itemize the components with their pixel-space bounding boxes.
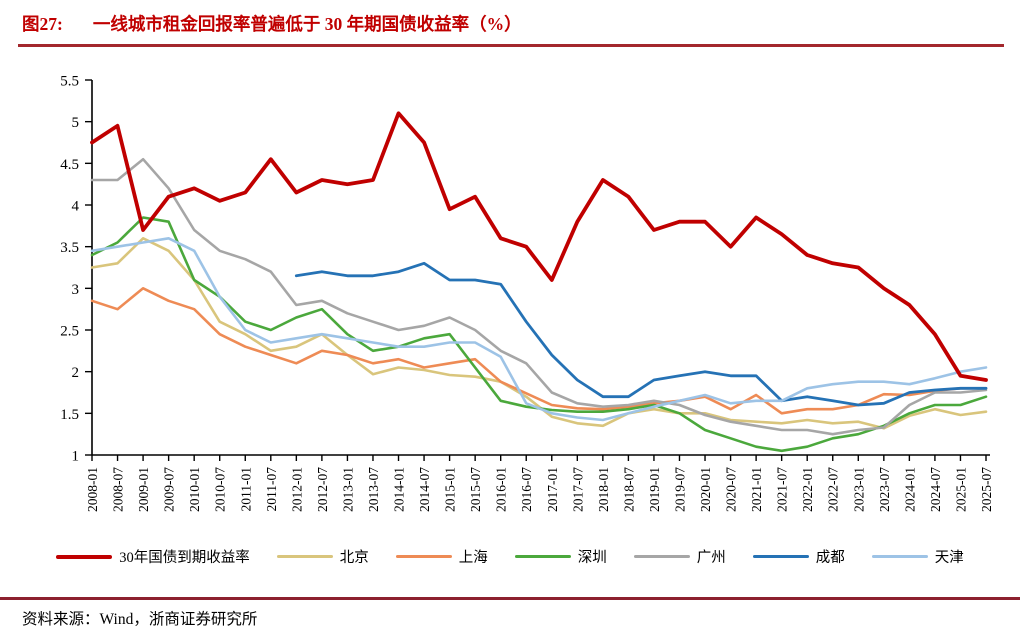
- x-tick-label: 2014-01: [392, 467, 407, 512]
- legend-label-tianjin: 天津: [934, 550, 964, 566]
- legend-swatch-bond-30y: [56, 554, 113, 559]
- legend-item-shanghai: 上海: [395, 546, 488, 567]
- x-tick-label: 2008-01: [85, 467, 100, 512]
- series-line-chengdu: [294, 261, 988, 407]
- legend-label-shanghai: 上海: [458, 550, 488, 566]
- y-tick-label: 3.5: [60, 240, 79, 256]
- top-rule: [18, 44, 1004, 47]
- x-tick-label: 2011-07: [264, 467, 279, 512]
- x-tick-label: 2010-01: [187, 467, 202, 512]
- x-tick-label: 2019-01: [647, 467, 662, 512]
- x-tick-label: 2018-07: [621, 467, 636, 512]
- x-tick-label: 2017-01: [545, 467, 560, 512]
- y-tick-label: 4.5: [60, 157, 79, 173]
- series-line-shanghai: [90, 287, 988, 415]
- legend-item-chengdu: 成都: [752, 546, 845, 567]
- x-tick-label: 2011-01: [238, 467, 253, 512]
- x-tick-label: 2013-07: [366, 467, 381, 512]
- x-tick-label: 2016-07: [519, 467, 534, 512]
- x-tick-label: 2024-01: [902, 467, 917, 512]
- x-tick-label: 2009-07: [162, 467, 177, 512]
- y-tick-label: 2: [72, 365, 80, 381]
- x-tick-label: 2021-01: [749, 467, 764, 512]
- x-tick-label: 2010-07: [213, 467, 228, 512]
- bottom-rule: [0, 597, 1020, 600]
- y-tick-label: 4: [72, 199, 80, 215]
- x-tick-label: 2015-01: [443, 467, 458, 512]
- x-tick-label: 2012-01: [289, 467, 304, 512]
- y-tick-label: 1.5: [60, 407, 79, 423]
- legend-swatch-tianjin: [871, 554, 928, 559]
- legend-label-shenzhen: 深圳: [577, 550, 607, 566]
- x-tick-label: 2015-07: [468, 467, 483, 512]
- x-tick-label: 2008-07: [111, 467, 126, 512]
- x-tick-label: 2025-07: [979, 467, 994, 512]
- legend-item-tianjin: 天津: [871, 546, 964, 567]
- chart: 5.5 5 4.5 4 3.5 3 2.5 2 1.5 1 2008-01 2008-07 2009-0…: [0, 54, 1020, 546]
- legend-label-guangzhou: 广州: [696, 550, 726, 566]
- legend-swatch-chengdu: [752, 554, 809, 559]
- y-tick-label: 5.5: [60, 74, 79, 90]
- chart-svg: 5.5 5 4.5 4 3.5 3 2.5 2 1.5 1 2008-01 2008-07 2009-0…: [60, 74, 994, 513]
- x-tick-label: 2025-01: [953, 467, 968, 512]
- legend-swatch-beijing: [276, 554, 333, 559]
- legend-swatch-guangzhou: [633, 554, 690, 559]
- legend-label-chengdu: 成都: [815, 550, 845, 566]
- series-line-bond-30y: [90, 111, 988, 382]
- x-tick-label: 2009-01: [136, 467, 151, 512]
- legend-swatch-shanghai: [395, 554, 452, 559]
- figure-source: 资料来源：Wind，浙商证券研究所: [22, 611, 258, 628]
- x-tick-label: 2023-07: [877, 467, 892, 512]
- x-tick-label: 2022-01: [800, 467, 815, 512]
- y-tick-label: 1: [72, 449, 80, 465]
- series-line-tianjin: [90, 237, 988, 422]
- series-line-guangzhou: [90, 157, 988, 436]
- figure-title: 一线城市租金回报率普遍低于 30 年期国债收益率（%）: [92, 14, 522, 34]
- legend-item-bond-30y: 30年国债到期收益率: [56, 546, 250, 567]
- figure-header: 图27: 一线城市租金回报率普遍低于 30 年期国债收益率（%）: [22, 11, 522, 36]
- legend-item-shenzhen: 深圳: [514, 546, 607, 567]
- figure-label: 图27:: [22, 14, 63, 34]
- legend-item-beijing: 北京: [276, 546, 369, 567]
- x-tick-label: 2021-07: [775, 467, 790, 512]
- x-tick-label: 2013-01: [340, 467, 355, 512]
- y-tick-label: 3: [72, 282, 80, 298]
- x-tick-label: 2019-07: [672, 467, 687, 512]
- x-tick-label: 2017-07: [570, 467, 585, 512]
- x-tick-label: 2022-07: [826, 467, 841, 512]
- x-tick-label: 2020-01: [698, 467, 713, 512]
- x-tick-label: 2012-07: [315, 467, 330, 512]
- x-tick-label: 2016-01: [494, 467, 509, 512]
- y-tick-label: 5: [72, 115, 80, 131]
- legend-item-guangzhou: 广州: [633, 546, 726, 567]
- x-tick-label: 2020-07: [724, 467, 739, 512]
- series-line-beijing: [90, 237, 988, 430]
- y-tick-label: 2.5: [60, 324, 79, 340]
- x-tick-label: 2018-01: [596, 467, 611, 512]
- legend-label-bond-30y: 30年国债到期收益率: [119, 550, 250, 566]
- legend-label-beijing: 北京: [339, 550, 369, 566]
- x-tick-label: 2024-07: [928, 467, 943, 512]
- legend-swatch-shenzhen: [514, 554, 571, 559]
- x-tick-label: 2014-07: [417, 467, 432, 512]
- x-tick-label: 2023-01: [851, 467, 866, 512]
- chart-legend: 30年国债到期收益率 北京 上海 深圳 广州 成都 天津: [0, 546, 1020, 567]
